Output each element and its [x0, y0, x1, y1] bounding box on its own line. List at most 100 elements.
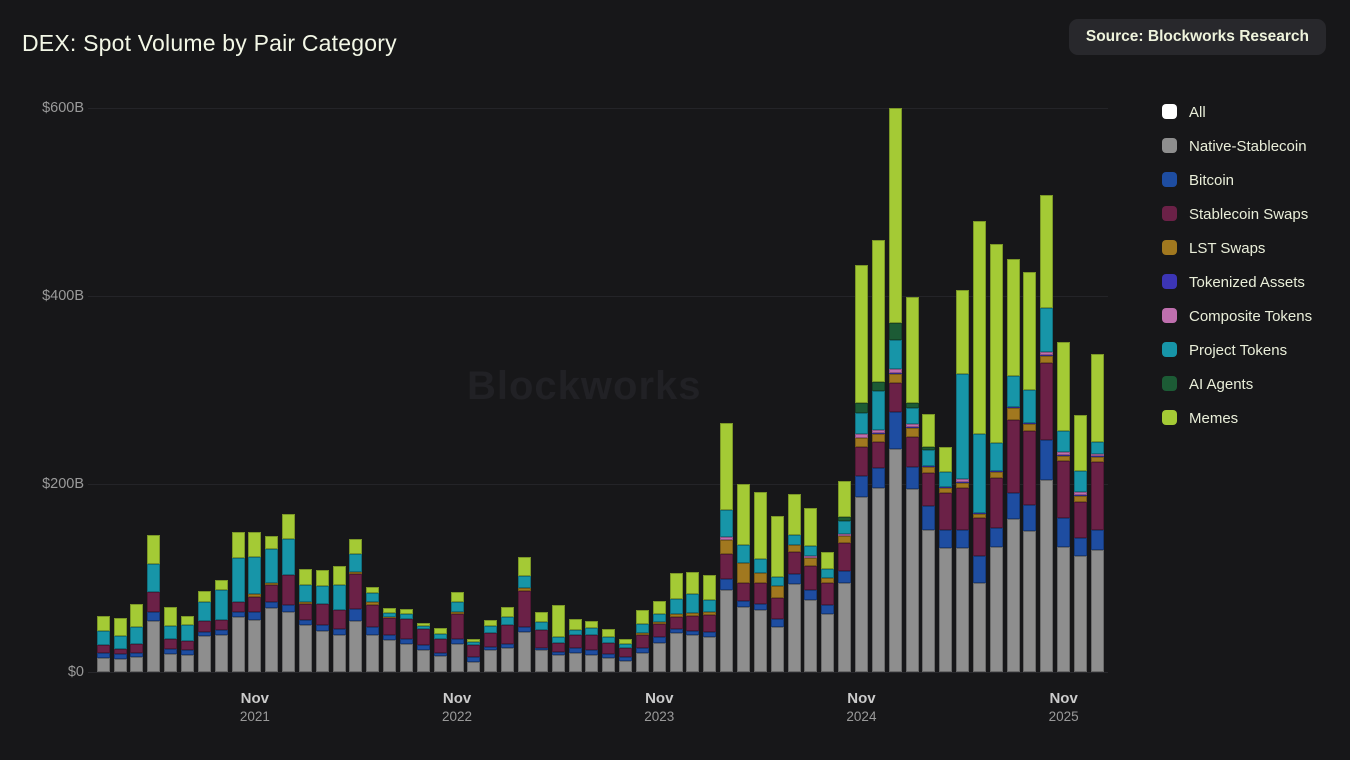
bar-segment-bitcoin: [1074, 538, 1087, 556]
bar-segment-stablecoin-swaps: [854, 446, 868, 477]
bar-segment-native-stablecoin: [838, 582, 852, 672]
bar-segment-bitcoin: [214, 629, 228, 636]
legend-item-project-tokens[interactable]: Project Tokens: [1162, 340, 1344, 361]
bar-segment-composite-tokens: [720, 537, 734, 540]
bar-segment-bitcoin: [871, 468, 885, 489]
bar-segment-project-tokens: [366, 593, 380, 603]
bar-segment-bitcoin: [96, 653, 110, 658]
stacked-bar-2025-11: [1057, 341, 1071, 672]
bar-segment-native-stablecoin: [1040, 479, 1054, 672]
bar-segment-project-tokens: [551, 636, 565, 643]
x-tick-month: Nov: [645, 690, 674, 707]
bar-segment-memes: [501, 606, 515, 618]
legend-item-native-stablecoin[interactable]: Native-Stablecoin: [1162, 136, 1344, 157]
bar-segment-memes: [214, 579, 228, 591]
bar-segment-memes: [517, 556, 531, 577]
bar-segment-stablecoin-swaps: [484, 633, 498, 648]
bar-segment-native-stablecoin: [467, 661, 481, 672]
bar-segment-bitcoin: [770, 619, 784, 627]
legend-item-composite-tokens[interactable]: Composite Tokens: [1162, 306, 1344, 327]
bar-segment-project-tokens: [703, 600, 717, 613]
bar-segment-project-tokens: [821, 568, 835, 579]
stacked-bar-2025-01: [888, 108, 902, 672]
bar-segment-stablecoin-swaps: [265, 584, 279, 603]
bar-segment-lst-swaps: [753, 573, 767, 584]
bar-segment-native-stablecoin: [989, 547, 1003, 672]
bar-segment-native-stablecoin: [1023, 531, 1037, 672]
bar-segment-bitcoin: [585, 650, 599, 656]
stacked-bar-2021-02: [96, 616, 110, 672]
bar-segment-tokenized-assets: [939, 486, 953, 488]
bar-segment-native-stablecoin: [737, 607, 750, 672]
bar-segment-native-stablecoin: [551, 655, 565, 672]
stacked-bar-2025-03: [922, 413, 936, 672]
bar-segment-bitcoin: [282, 605, 296, 612]
bar-segment-lst-swaps: [1006, 408, 1020, 421]
stacked-bar-2023-07: [585, 620, 599, 672]
bar-segment-bitcoin: [568, 647, 582, 653]
bar-segment-native-stablecoin: [164, 654, 178, 672]
source-badge: Source: Blockworks Research: [1068, 19, 1326, 55]
bar-segment-project-tokens: [871, 390, 885, 430]
bar-segment-stablecoin-swaps: [501, 625, 515, 644]
legend-item-all[interactable]: All: [1162, 102, 1344, 123]
stacked-bar-2023-01: [484, 620, 498, 672]
bar-segment-project-tokens: [686, 593, 700, 614]
bar-segment-tokenized-assets: [1090, 456, 1104, 458]
legend-item-memes[interactable]: Memes: [1162, 408, 1344, 429]
x-tick-year: 2022: [442, 709, 473, 724]
bar-segment-native-stablecoin: [130, 656, 144, 672]
bar-segment-native-stablecoin: [821, 613, 835, 672]
bar-segment-memes: [1074, 414, 1087, 472]
bar-segment-memes: [585, 620, 599, 628]
legend-item-stablecoin-swaps[interactable]: Stablecoin Swaps: [1162, 204, 1344, 225]
bar-segment-tokenized-assets: [989, 470, 1003, 472]
blockworks-watermark: Blockworks: [467, 364, 702, 408]
bar-segment-bitcoin: [989, 528, 1003, 548]
stacked-bar-2024-07: [787, 493, 801, 672]
legend-item-tokenized-assets[interactable]: Tokenized Assets: [1162, 272, 1344, 293]
bar-segment-native-stablecoin: [568, 652, 582, 672]
bar-segment-memes: [551, 604, 565, 637]
stacked-bar-2025-04: [939, 447, 953, 672]
bar-segment-memes: [888, 108, 902, 323]
gridline-0: [88, 672, 1108, 673]
bar-segment-memes: [686, 571, 700, 594]
gridline-600B: [88, 108, 1108, 109]
bar-segment-stablecoin-swaps: [164, 639, 178, 650]
bar-segment-bitcoin: [602, 654, 616, 659]
bar-segment-lst-swaps: [770, 586, 784, 599]
bar-segment-project-tokens: [349, 554, 363, 572]
stacked-bar-2021-08: [197, 591, 211, 672]
bar-segment-project-tokens: [282, 538, 296, 576]
bar-segment-bitcoin: [737, 600, 750, 608]
x-tick-month: Nov: [847, 690, 876, 707]
stacked-bar-2022-06: [366, 587, 380, 672]
legend-item-bitcoin[interactable]: Bitcoin: [1162, 170, 1344, 191]
bar-segment-stablecoin-swaps: [669, 616, 683, 630]
bar-segment-project-tokens: [635, 623, 649, 634]
bar-segment-stablecoin-swaps: [551, 642, 565, 652]
bar-segment-project-tokens: [197, 601, 211, 622]
legend-item-lst-swaps[interactable]: LST Swaps: [1162, 238, 1344, 259]
stacked-bar-2023-12: [669, 573, 683, 672]
bar-segment-lst-swaps: [265, 582, 279, 585]
bar-segment-native-stablecoin: [400, 643, 413, 672]
bar-segment-lst-swaps: [1057, 455, 1071, 462]
bar-segment-lst-swaps: [989, 471, 1003, 479]
stacked-bar-2021-06: [164, 607, 178, 672]
bar-segment-stablecoin-swaps: [1074, 502, 1087, 539]
bar-segment-native-stablecoin: [534, 650, 548, 672]
bar-segment-stablecoin-swaps: [737, 582, 750, 601]
bar-segment-lst-swaps: [686, 613, 700, 617]
stacked-bar-2022-04: [332, 565, 346, 672]
chart-legend: All Native-Stablecoin Bitcoin Stablecoin Sw…: [1162, 102, 1344, 442]
bar-segment-native-stablecoin: [349, 621, 363, 672]
bar-segment-project-tokens: [517, 576, 531, 589]
bar-segment-native-stablecoin: [585, 655, 599, 672]
bar-segment-lst-swaps: [1074, 496, 1087, 503]
bar-segment-stablecoin-swaps: [922, 472, 936, 507]
bar-segment-lst-swaps: [956, 482, 970, 489]
legend-item-ai-agents[interactable]: AI Agents: [1162, 374, 1344, 395]
bar-segment-native-stablecoin: [1074, 555, 1087, 672]
